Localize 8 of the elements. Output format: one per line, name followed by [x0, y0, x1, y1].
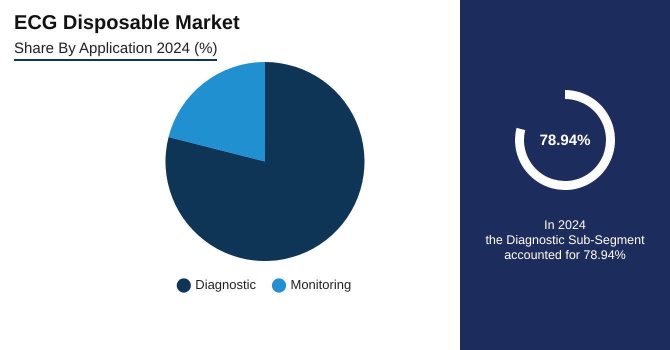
text: In 2024 [543, 218, 587, 233]
chart-title: ECG Disposable Market [14, 12, 240, 35]
text: accounted for 78.94% [503, 248, 627, 263]
legend-label: Monitoring [290, 277, 352, 292]
text: the Diagnostic Sub-Segment [484, 233, 646, 248]
text: 78.94% [515, 90, 615, 190]
chart-subtitle: Share By Application 2024 (%) [14, 40, 218, 61]
legend-label: Diagnostic [195, 277, 256, 292]
